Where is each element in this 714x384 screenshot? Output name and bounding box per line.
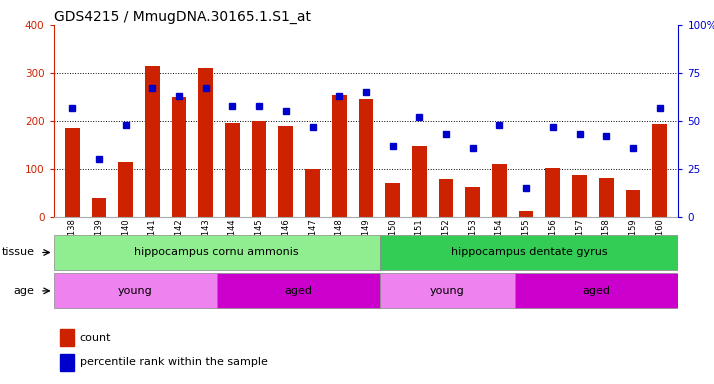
Bar [60,329,74,346]
Bar [625,190,640,217]
Text: aged: aged [284,286,312,296]
Bar [171,97,186,217]
Text: GDS4215 / MmugDNA.30165.1.S1_at: GDS4215 / MmugDNA.30165.1.S1_at [54,10,311,24]
Bar [380,273,516,308]
Bar [65,128,79,217]
Bar [278,126,293,217]
Text: aged: aged [583,286,610,296]
Text: young: young [118,286,152,296]
Bar [54,273,216,308]
Bar [91,198,106,217]
Bar [386,184,400,217]
Bar [380,235,678,270]
Text: young: young [430,286,465,296]
Bar [198,68,213,217]
Bar [653,124,667,217]
Text: count: count [80,333,111,343]
Bar [412,146,427,217]
Bar [519,211,533,217]
Bar [252,121,266,217]
Text: hippocampus cornu ammonis: hippocampus cornu ammonis [134,247,299,258]
Bar [466,187,480,217]
Bar [332,94,346,217]
Text: age: age [14,286,34,296]
Bar [225,123,240,217]
Bar [119,162,133,217]
Bar [305,169,320,217]
Bar [60,354,74,371]
Bar [492,164,507,217]
Bar [216,273,380,308]
Bar [54,235,380,270]
Text: hippocampus dentate gyrus: hippocampus dentate gyrus [451,247,607,258]
Bar [438,179,453,217]
Bar [516,273,678,308]
Bar [572,175,587,217]
Text: percentile rank within the sample: percentile rank within the sample [80,358,268,367]
Bar [545,167,560,217]
Bar [599,178,613,217]
Bar [145,66,160,217]
Text: tissue: tissue [1,247,34,258]
Bar [358,99,373,217]
